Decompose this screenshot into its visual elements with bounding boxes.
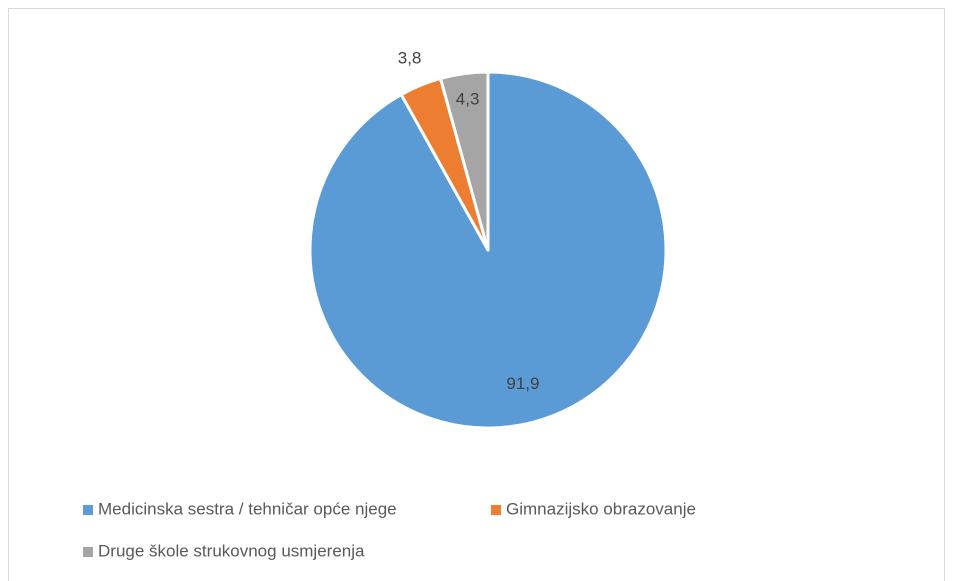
pie-slice (438, 70, 490, 252)
data-label: 4,3 (456, 90, 480, 109)
data-label: 3,8 (398, 48, 422, 67)
pie-slice (308, 70, 668, 430)
legend-swatch (491, 505, 501, 515)
legend-swatch (83, 505, 93, 515)
legend-swatch (83, 547, 93, 557)
legend-label: Gimnazijsko obrazovanje (506, 499, 696, 518)
legend-label: Druge škole strukovnog usmjerenja (98, 541, 365, 560)
data-label: 91,9 (506, 374, 539, 393)
legend-label: Medicinska sestra / tehničar opće njege (98, 499, 397, 518)
